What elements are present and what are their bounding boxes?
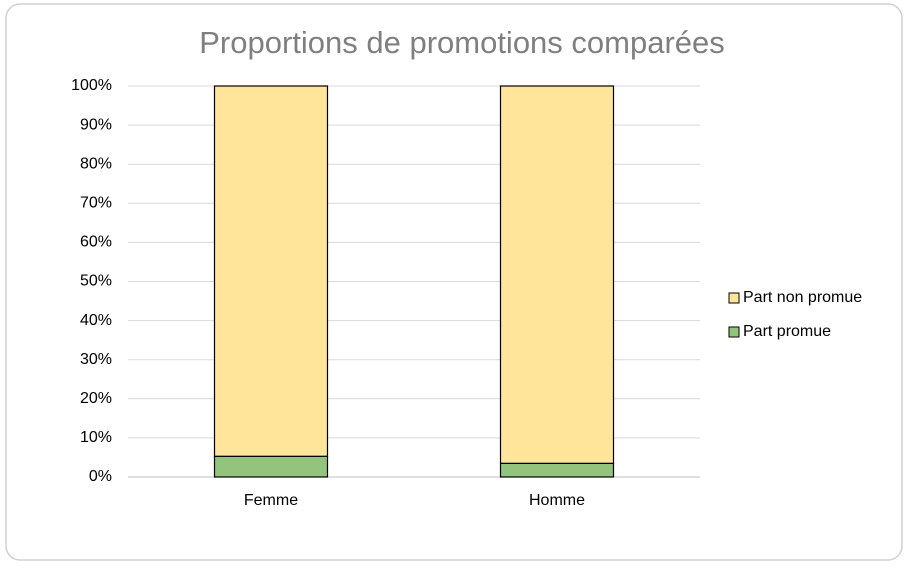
y-tick-label: 80% <box>80 155 112 172</box>
legend-label: Part promue <box>743 323 831 340</box>
y-tick-label: 70% <box>80 195 112 212</box>
bar-segment <box>499 462 615 478</box>
legend-label: Part non promue <box>743 289 862 306</box>
legend-swatch <box>728 292 740 304</box>
chart-title: Proportions de promotions comparées <box>199 25 725 60</box>
y-tick-label: 20% <box>80 390 112 407</box>
y-tick-label: 30% <box>80 351 112 368</box>
bar-segment <box>213 455 329 478</box>
y-tick-label: 40% <box>80 312 112 329</box>
legend-swatch <box>728 326 740 338</box>
bar-segment <box>213 85 329 457</box>
x-tick-label: Femme <box>244 492 298 509</box>
y-tick-label: 90% <box>80 116 112 133</box>
y-tick-label: 0% <box>89 468 112 485</box>
y-tick-label: 60% <box>80 234 112 251</box>
bar-segment <box>499 85 615 464</box>
x-tick-label: Homme <box>529 492 585 509</box>
y-tick-label: 100% <box>71 77 112 94</box>
y-tick-label: 10% <box>80 429 112 446</box>
y-tick-label: 50% <box>80 273 112 290</box>
